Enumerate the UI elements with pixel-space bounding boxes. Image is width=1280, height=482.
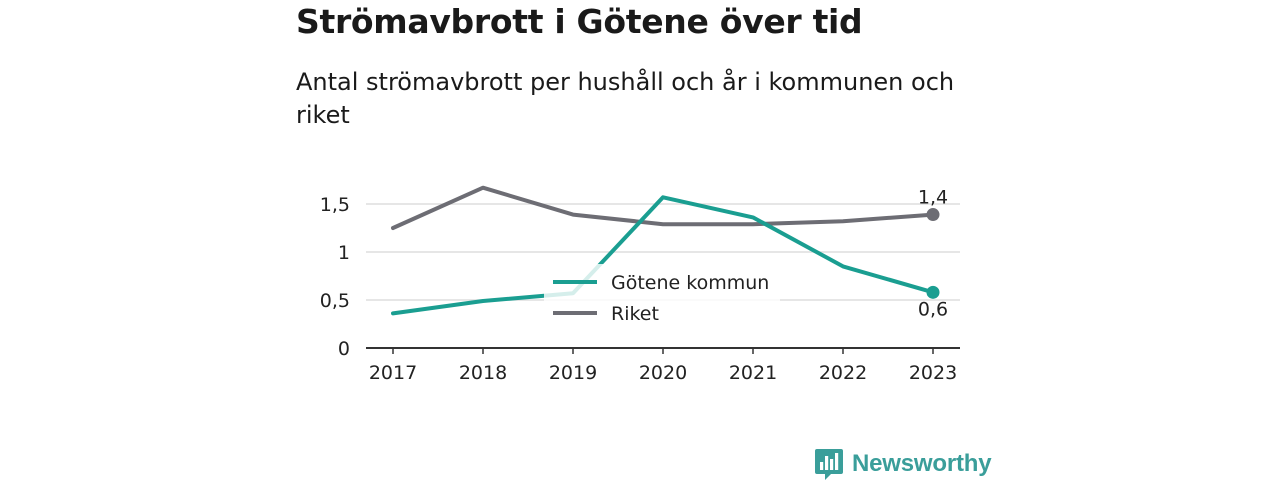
chart-title: Strömavbrott i Götene över tid — [296, 2, 863, 41]
newsworthy-logo-icon — [815, 449, 843, 480]
x-tick-label: 2017 — [369, 362, 417, 384]
series-line-1 — [391, 185, 935, 230]
chart-subtitle: Antal strömavbrott per hushåll och år i … — [296, 68, 955, 129]
legend-entry-1: Riket — [611, 303, 659, 325]
y-tick-label: 0 — [338, 338, 350, 360]
data-label: 1,4 — [918, 187, 948, 209]
legend-entry-0: Götene kommun — [611, 272, 769, 294]
x-tick-label: 2021 — [729, 362, 777, 384]
y-tick-label: 1 — [338, 242, 350, 264]
axis-layer: 0 0,5 1 1,5 2017 2018 2019 2020 2021 2022 2023 — [320, 194, 960, 384]
x-tick-label: 2023 — [909, 362, 957, 384]
series-line-0 — [391, 195, 935, 316]
brand-name: Newsworthy — [852, 450, 992, 477]
y-tick-label: 0,5 — [320, 290, 350, 312]
series-layer — [391, 185, 940, 316]
series-end-point-1 — [926, 208, 940, 222]
legend: Götene kommun Riket — [544, 264, 780, 326]
y-tick-label: 1,5 — [320, 194, 350, 216]
data-label: 0,6 — [918, 298, 948, 320]
x-tick-label: 2022 — [819, 362, 867, 384]
x-tick-label: 2020 — [639, 362, 687, 384]
legend-background — [544, 264, 780, 326]
data-label-layer: 1,4 0,6 — [918, 187, 948, 321]
x-tick-label: 2019 — [549, 362, 597, 384]
series-end-point-0 — [926, 285, 940, 299]
brand: Newsworthy — [814, 446, 992, 482]
x-tick-label: 2018 — [459, 362, 507, 384]
